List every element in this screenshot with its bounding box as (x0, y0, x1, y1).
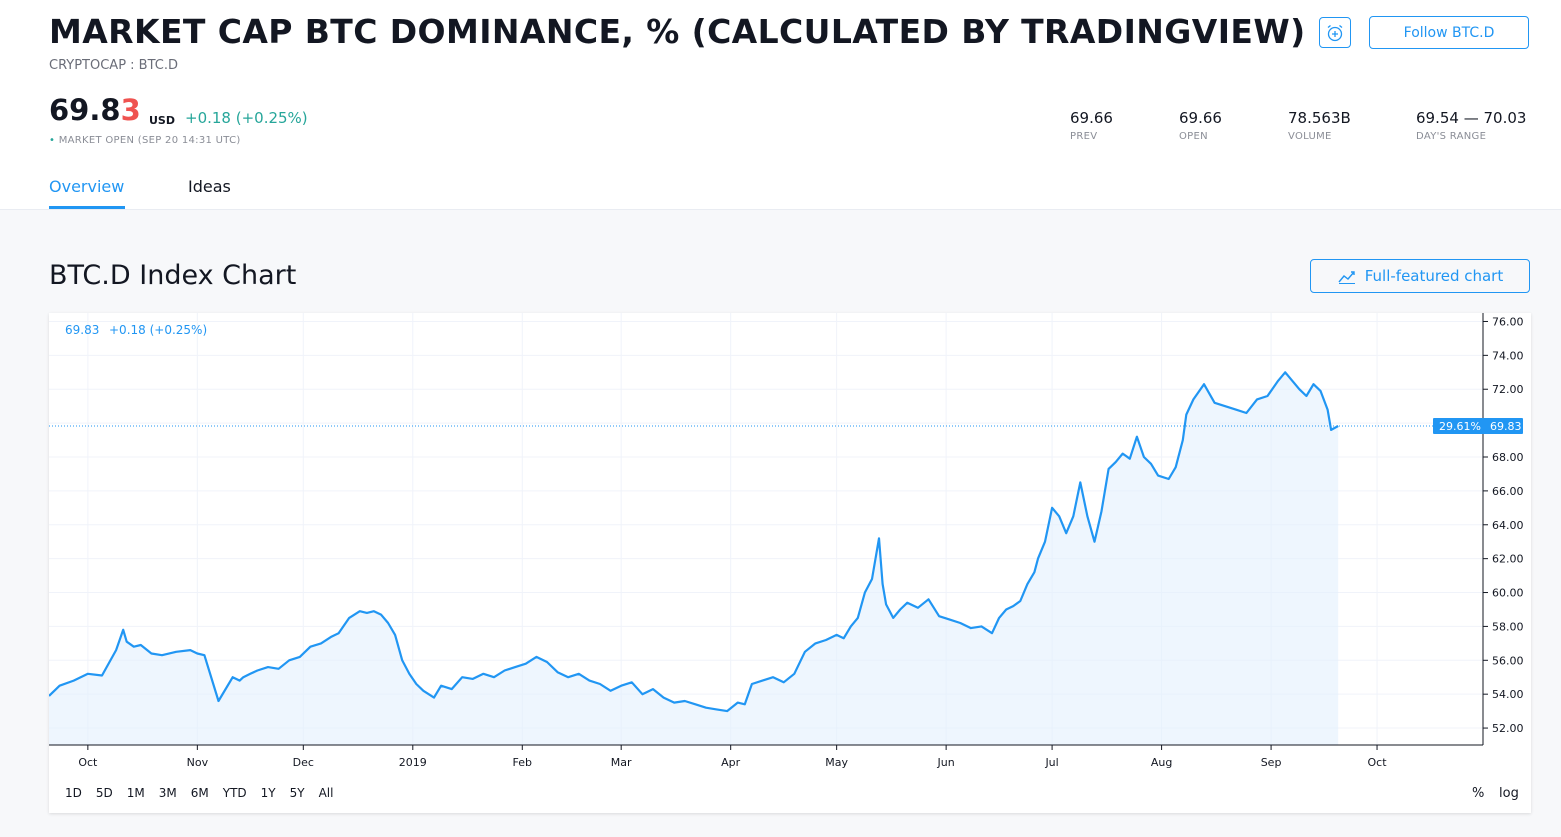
last-percent-label: 29.61% (1439, 420, 1481, 433)
chart-line-icon (1338, 271, 1355, 284)
time-axis: Oct Nov Dec 2019 Feb Mar Apr May Jun Jul Aug Sep Oct (78, 745, 1387, 769)
range-1y-button[interactable]: 1Y (260, 786, 276, 800)
y-tick-label: 64.00 (1492, 519, 1524, 532)
stat-value: 69.54 — 70.03 (1416, 109, 1527, 127)
symbol-subtitle: CRYPTOCAP : BTC.D (49, 58, 179, 73)
stat-label: PREV (1070, 131, 1098, 142)
range-3m-button[interactable]: 3M (158, 786, 177, 800)
index-chart[interactable]: 76.0074.0072.0070.0068.0066.0064.0062.00… (48, 313, 1531, 813)
y-tick-label: 56.00 (1492, 654, 1524, 667)
last-price: 69.83 (49, 92, 141, 128)
x-tick-label: Aug (1151, 756, 1172, 769)
range-ytd-button[interactable]: YTD (222, 786, 247, 800)
last-value-label: 69.83 (1490, 420, 1522, 433)
last-value-badge: 29.61% 69.83 (1433, 417, 1523, 434)
price-last-digit: 3 (120, 93, 141, 127)
full-featured-chart-label: Full-featured chart (1364, 267, 1504, 285)
header-panel: MARKET CAP BTC DOMINANCE, % (CALCULATED … (0, 0, 1561, 210)
currency-label: USD (149, 114, 175, 127)
price-main: 69.8 (49, 93, 121, 127)
tab-overview[interactable]: Overview (49, 177, 125, 196)
price-change: +0.18 (+0.25%) (185, 109, 308, 127)
follow-button[interactable]: Follow BTC.D (1369, 16, 1529, 49)
range-selector: 1D 5D 1M 3M 6M YTD 1Y 5Y All (58, 786, 340, 800)
stat-label: DAY'S RANGE (1416, 131, 1487, 142)
range-1m-button[interactable]: 1M (126, 786, 145, 800)
page-title: MARKET CAP BTC DOMINANCE, % (CALCULATED … (49, 12, 1306, 51)
x-tick-label: Jul (1044, 756, 1058, 769)
log-scale-button[interactable]: log (1499, 786, 1519, 801)
y-tick-label: 60.00 (1492, 587, 1524, 600)
y-tick-label: 72.00 (1492, 383, 1524, 396)
range-5d-button[interactable]: 5D (95, 786, 113, 800)
y-tick-label: 58.00 (1492, 620, 1524, 633)
market-status-text: MARKET OPEN (58, 135, 135, 146)
x-tick-label: May (825, 756, 848, 769)
status-dot: • (49, 135, 56, 146)
alarm-clock-icon (1327, 24, 1343, 41)
series-area (49, 372, 1339, 745)
range-5y-button[interactable]: 5Y (289, 786, 305, 800)
stat-days-range: 69.54 — 70.03 DAY'S RANGE (1416, 109, 1526, 142)
x-tick-label: Nov (187, 756, 209, 769)
percent-scale-button[interactable]: % (1472, 786, 1485, 801)
price-axis: 76.0074.0072.0070.0068.0066.0064.0062.00… (1483, 315, 1524, 735)
series-line (48, 371, 1339, 713)
full-featured-chart-button[interactable]: Full-featured chart (1310, 259, 1530, 293)
range-1d-button[interactable]: 1D (65, 786, 82, 800)
stat-volume: 78.563B VOLUME (1288, 109, 1351, 142)
stat-label: OPEN (1179, 131, 1208, 142)
chart-card: 76.0074.0072.0070.0068.0066.0064.0062.00… (48, 313, 1531, 813)
market-timestamp: (SEP 20 14:31 UTC) (137, 135, 241, 146)
x-tick-label: Apr (721, 756, 741, 769)
x-tick-label: Feb (513, 756, 532, 769)
y-tick-label: 52.00 (1492, 722, 1524, 735)
chart-heading: BTC.D Index Chart (49, 260, 297, 291)
x-tick-label: Jun (937, 756, 955, 769)
stat-value: 78.563B (1288, 109, 1351, 127)
range-6m-button[interactable]: 6M (190, 786, 209, 800)
stat-value: 69.66 (1070, 109, 1113, 127)
legend-value: 69.83 (65, 323, 99, 337)
y-tick-label: 76.00 (1492, 315, 1524, 328)
y-tick-label: 68.00 (1492, 451, 1524, 464)
market-status: • MARKET OPEN (SEP 20 14:31 UTC) (49, 135, 241, 146)
x-tick-label: Oct (1368, 756, 1388, 769)
y-tick-label: 66.00 (1492, 485, 1524, 498)
last-value-badge-bg (1433, 417, 1523, 434)
y-tick-label: 54.00 (1492, 688, 1524, 701)
x-tick-label: Oct (78, 756, 98, 769)
tab-ideas[interactable]: Ideas (188, 177, 231, 196)
x-tick-label: Sep (1261, 756, 1282, 769)
x-tick-label: Mar (611, 756, 632, 769)
y-tick-label: 74.00 (1492, 349, 1524, 362)
legend-change: +0.18 (+0.25%) (109, 323, 207, 337)
stat-prev: 69.66 PREV (1070, 109, 1113, 142)
stat-open: 69.66 OPEN (1179, 109, 1222, 142)
stat-value: 69.66 (1179, 109, 1222, 127)
y-tick-label: 62.00 (1492, 553, 1524, 566)
range-all-button[interactable]: All (318, 786, 334, 800)
active-tab-indicator (49, 206, 125, 209)
x-tick-label: 2019 (399, 756, 427, 769)
stat-label: VOLUME (1288, 131, 1332, 142)
x-tick-label: Dec (293, 756, 314, 769)
add-alert-button[interactable] (1319, 17, 1351, 48)
